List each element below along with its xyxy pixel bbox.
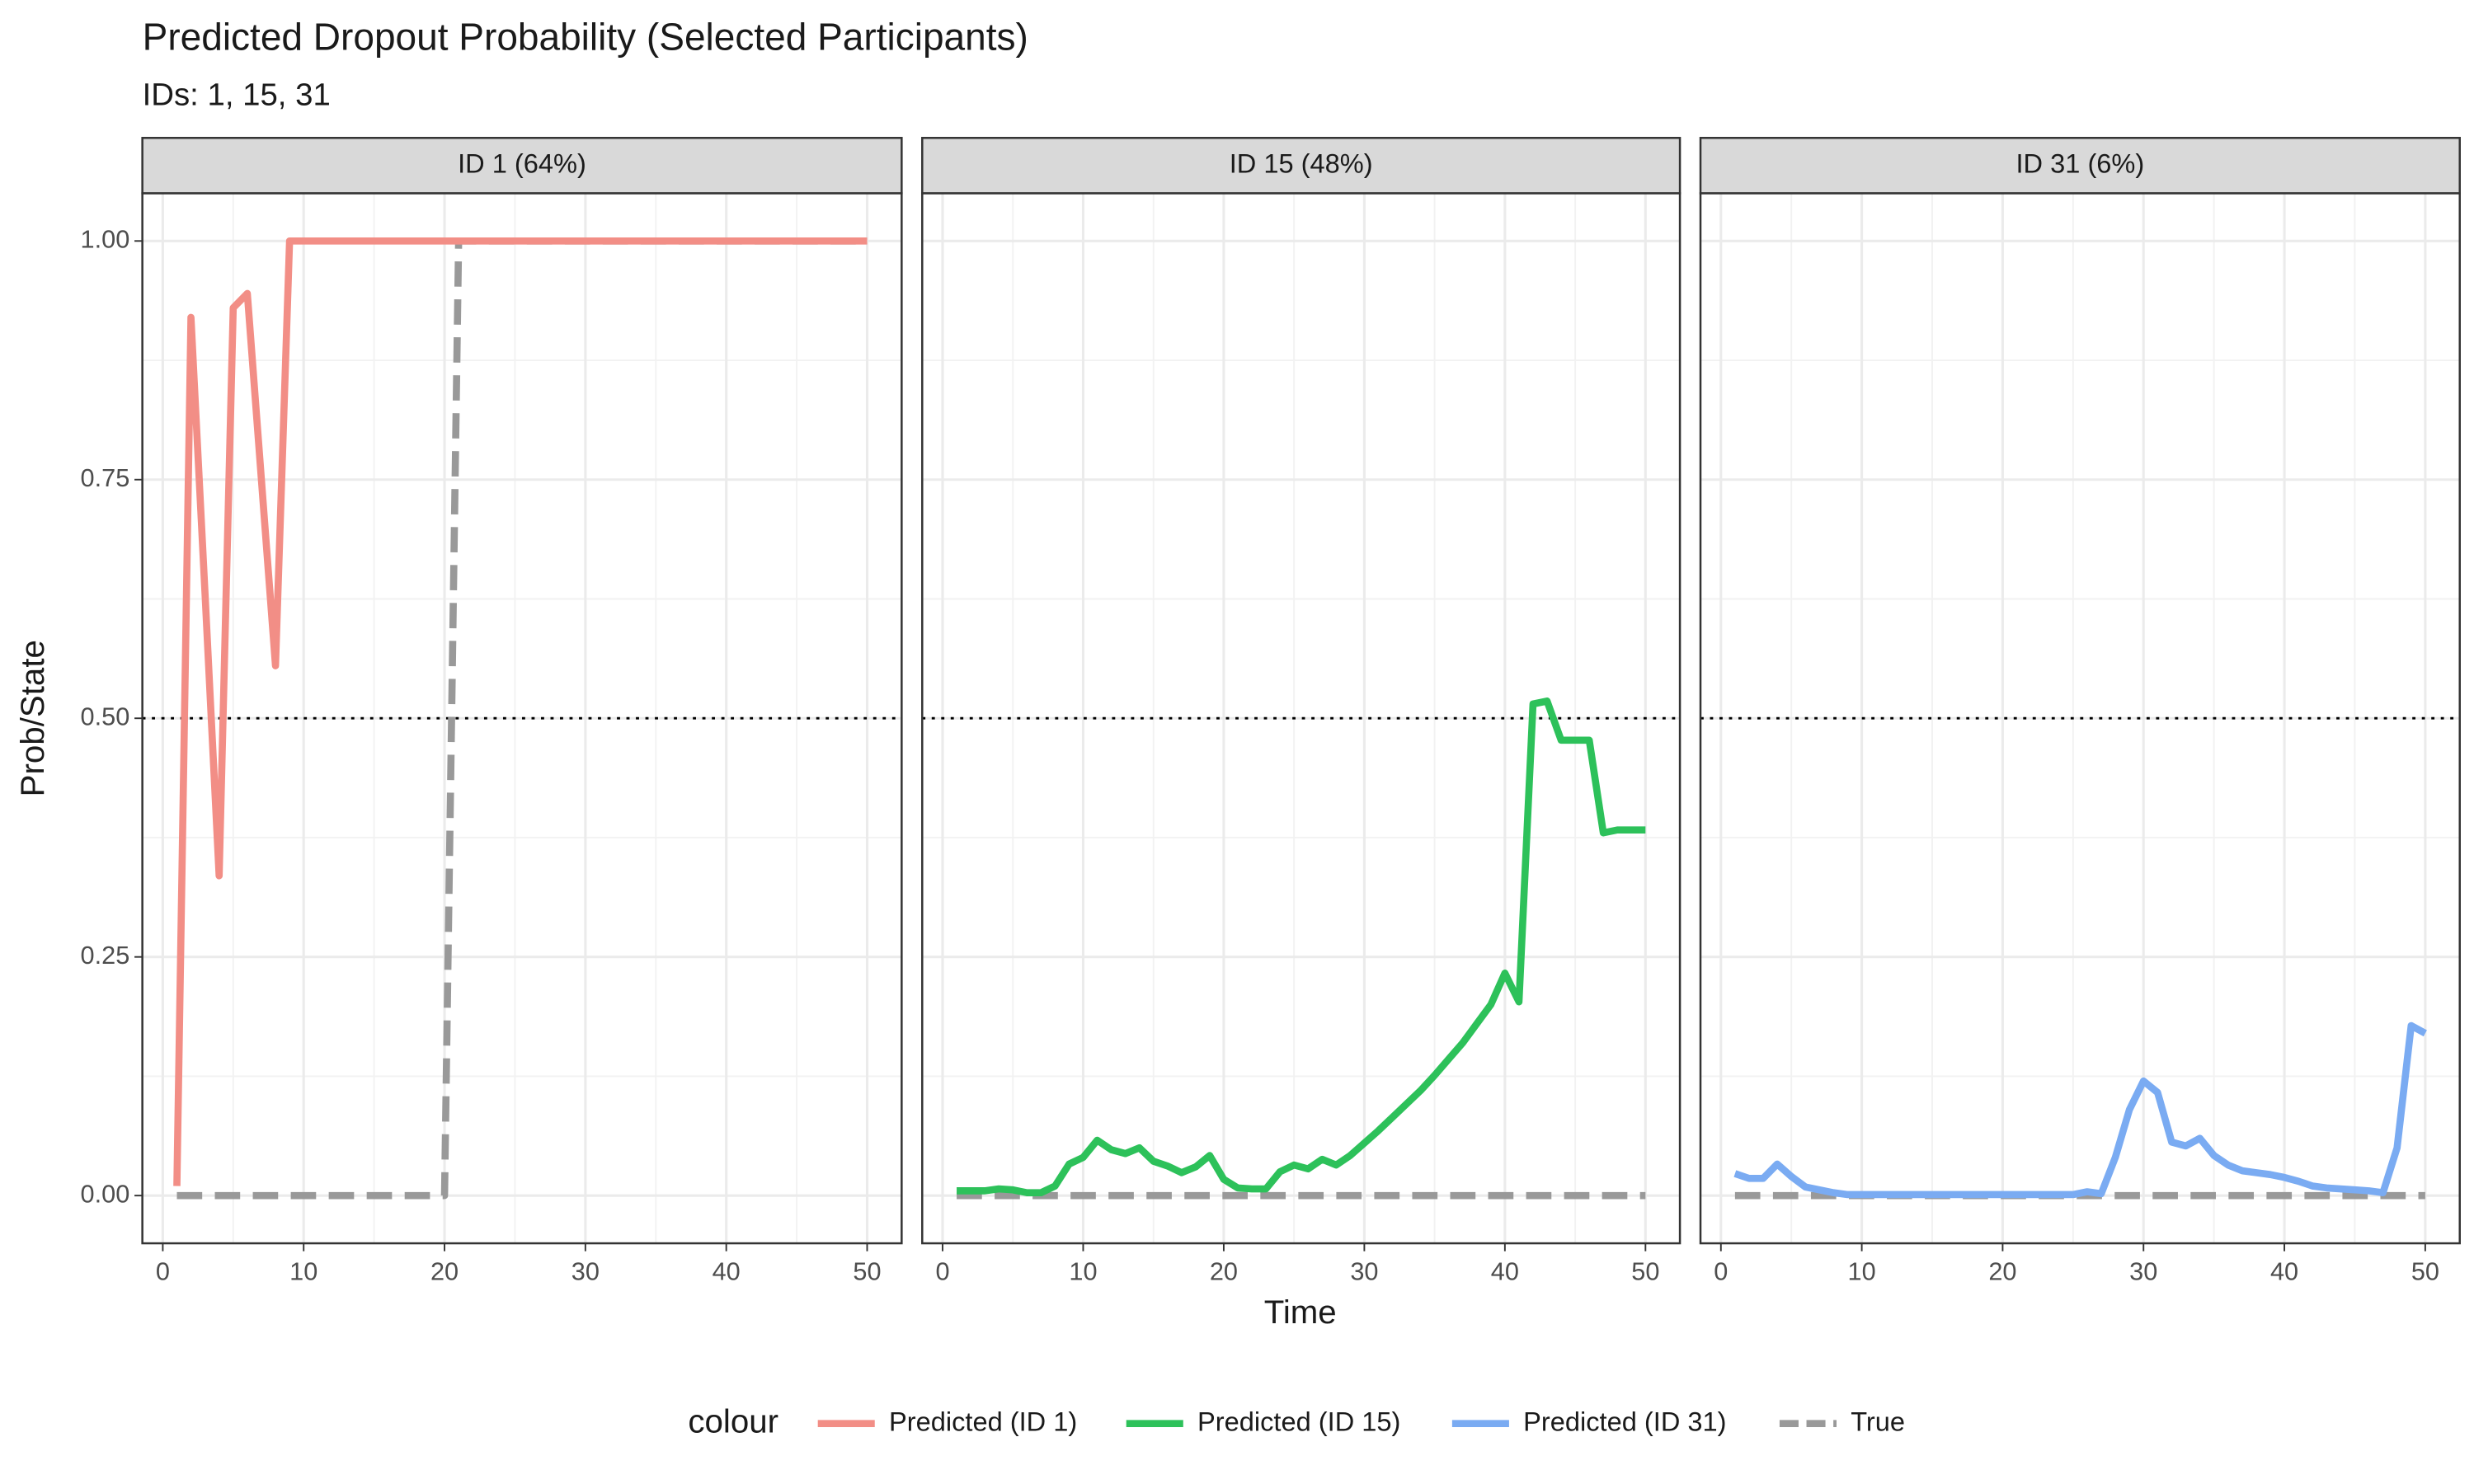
x-tick-label: 20 (1210, 1257, 1238, 1286)
x-tick-label: 20 (430, 1257, 459, 1286)
strip-label: ID 31 (6%) (2015, 148, 2144, 178)
x-tick-label: 30 (571, 1257, 600, 1286)
true-state-line (176, 237, 868, 1200)
x-tick-label: 40 (1491, 1257, 1519, 1286)
x-tick-label: 50 (1631, 1257, 1659, 1286)
strip (921, 137, 1681, 195)
y-tick-label: 0.50 (81, 702, 130, 730)
x-tick-label: 10 (1069, 1257, 1097, 1286)
y-tick-label: 0.75 (81, 463, 130, 492)
prediction-line (1733, 1021, 2427, 1199)
legend-label: Predicted (ID 15) (1197, 1406, 1400, 1436)
x-tick-label: 0 (935, 1257, 949, 1286)
prediction-line (173, 237, 868, 1186)
prediction-line (957, 697, 1646, 1197)
x-tick-label: 30 (1350, 1257, 1378, 1286)
x-tick-label: 0 (156, 1257, 170, 1286)
x-tick-label: 50 (853, 1257, 881, 1286)
legend-label: Predicted (ID 1) (889, 1406, 1077, 1436)
y-tick-label: 0.00 (81, 1179, 130, 1208)
x-tick-label: 20 (1988, 1257, 2016, 1286)
x-tick-label: 0 (1714, 1257, 1728, 1286)
y-tick-label: 0.25 (81, 941, 130, 970)
x-tick-label: 30 (2129, 1257, 2157, 1286)
y-axis-title: Prob/State (14, 640, 51, 796)
legend-title: colour (688, 1402, 778, 1439)
chart-subtitle: IDs: 1, 15, 31 (143, 77, 331, 113)
x-axis-title: Time (1264, 1294, 1337, 1331)
legend-label: Predicted (ID 31) (1523, 1406, 1726, 1436)
strip-label: ID 1 (64%) (458, 148, 586, 178)
x-tick-label: 50 (2411, 1257, 2439, 1286)
strip-label: ID 15 (48%) (1230, 148, 1373, 178)
x-tick-label: 40 (2270, 1257, 2298, 1286)
y-tick-label: 1.00 (81, 224, 130, 253)
strip (1699, 137, 2461, 195)
x-tick-label: 40 (713, 1257, 741, 1286)
strip (141, 137, 903, 195)
x-tick-label: 10 (1848, 1257, 1876, 1286)
legend-label: True (1851, 1406, 1905, 1436)
x-tick-label: 10 (289, 1257, 317, 1286)
chart-title: Predicted Dropout Probability (Selected … (143, 15, 1028, 58)
